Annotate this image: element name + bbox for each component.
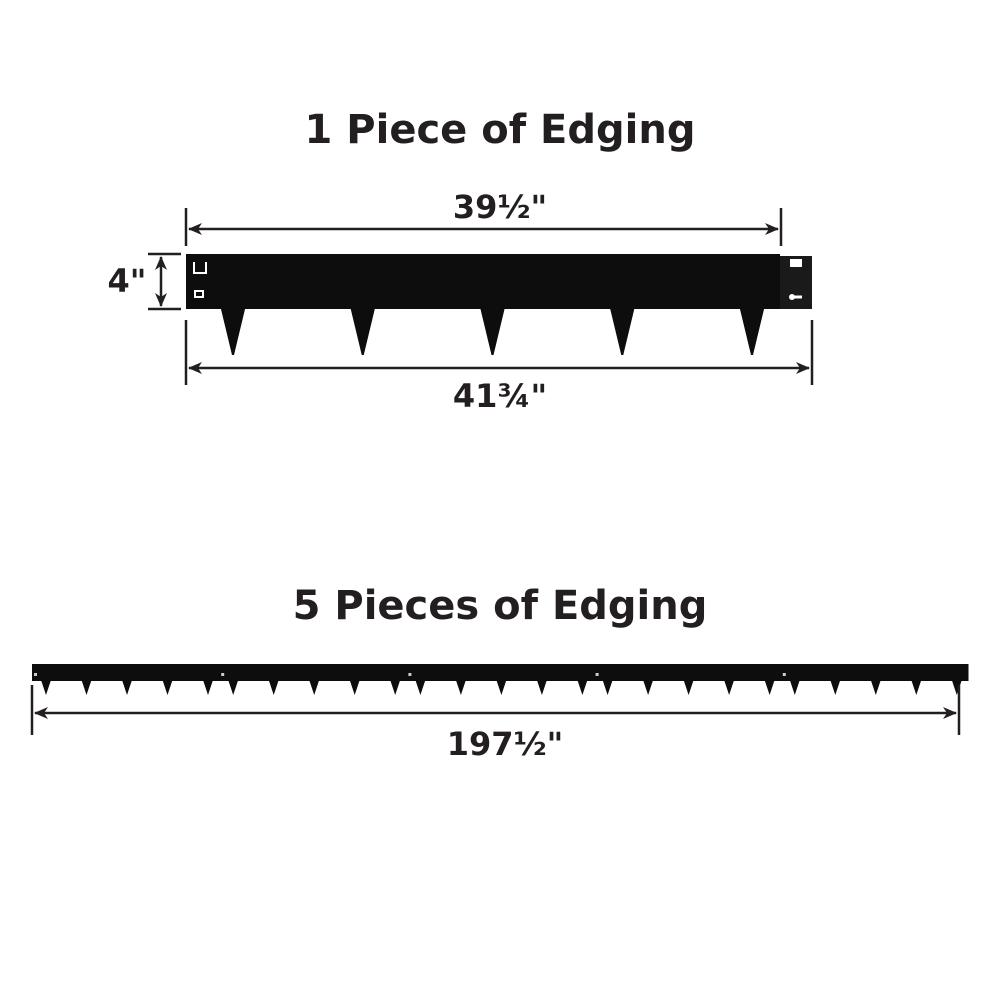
hole-icon [595, 673, 599, 676]
edging-spike [577, 680, 588, 695]
edging-spike [349, 305, 376, 355]
edging-spike [764, 680, 775, 695]
edging-spike [268, 680, 279, 695]
edging-spike [870, 680, 881, 695]
edging-spike [455, 680, 466, 695]
keyhole-icon [792, 295, 802, 299]
hole-icon [408, 673, 412, 676]
height-label: 4" [108, 262, 147, 300]
edging-panel [186, 254, 780, 309]
edging-spike [911, 680, 922, 695]
multi-length-label: 197½" [447, 725, 564, 763]
edging-piece [780, 664, 969, 681]
edging-spike [496, 680, 507, 695]
multi-title: 5 Pieces of Edging [293, 583, 708, 629]
top-length-dimension [184, 208, 783, 246]
edging-spike [643, 680, 654, 695]
hole-icon [34, 673, 37, 676]
edging-spike [81, 680, 92, 695]
edging-spike [536, 680, 547, 695]
edging-piece [406, 664, 595, 681]
edging-spike [309, 680, 320, 695]
edging-piece [219, 664, 407, 681]
five-edging-pieces [32, 664, 969, 695]
edging-piece [593, 664, 782, 681]
edging-spike [349, 680, 360, 695]
edging-spike [724, 680, 735, 695]
edging-spike [951, 680, 962, 695]
hole-icon [790, 259, 802, 267]
edging-spike [683, 680, 694, 695]
hole-icon [221, 673, 225, 676]
edging-spike [122, 680, 132, 695]
total-length-label: 41¾" [453, 377, 547, 415]
slot-icon [194, 290, 204, 298]
edging-spike [220, 305, 246, 355]
single-title: 1 Piece of Edging [305, 107, 696, 153]
top-length-label: 39½" [453, 188, 547, 226]
edging-spike [830, 680, 841, 695]
edging-spike [789, 680, 800, 695]
single-edging-piece [186, 254, 812, 355]
edging-spike [41, 680, 51, 695]
edging-spike [390, 680, 401, 695]
edging-spike [203, 680, 213, 695]
edging-spike [739, 305, 765, 355]
edging-spike [162, 680, 173, 695]
height-dimension [148, 252, 181, 311]
edging-spike [415, 680, 426, 695]
edging-spike [479, 305, 506, 355]
edging-piece [32, 664, 220, 681]
total-length-dimension [184, 320, 814, 385]
slot-icon [193, 262, 207, 274]
edging-spike [602, 680, 613, 695]
edging-spike [228, 680, 239, 695]
edging-spike [609, 305, 636, 355]
hole-icon [782, 673, 786, 676]
multi-length-dimension [30, 685, 961, 735]
